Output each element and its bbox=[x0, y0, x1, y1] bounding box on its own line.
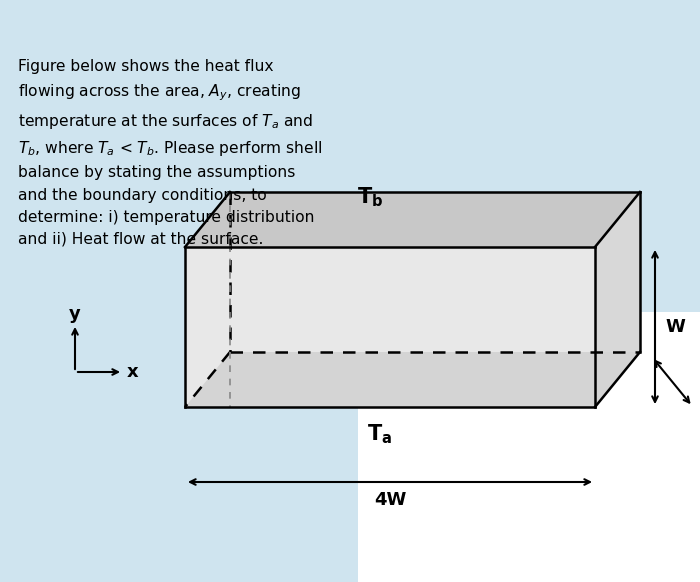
Text: W: W bbox=[665, 318, 685, 336]
Text: 4W: 4W bbox=[374, 491, 406, 509]
Polygon shape bbox=[185, 192, 640, 247]
Polygon shape bbox=[185, 247, 595, 407]
Text: Figure below shows the heat flux
flowing across the area, $A_y$, creating
temper: Figure below shows the heat flux flowing… bbox=[18, 59, 323, 247]
Text: x: x bbox=[127, 363, 139, 381]
Bar bbox=[358, 312, 700, 582]
Text: $\mathbf{T_a}$: $\mathbf{T_a}$ bbox=[368, 422, 393, 446]
Polygon shape bbox=[595, 192, 640, 407]
Text: y: y bbox=[69, 305, 81, 323]
Polygon shape bbox=[185, 352, 640, 407]
Text: $\mathbf{T_b}$: $\mathbf{T_b}$ bbox=[357, 185, 383, 209]
